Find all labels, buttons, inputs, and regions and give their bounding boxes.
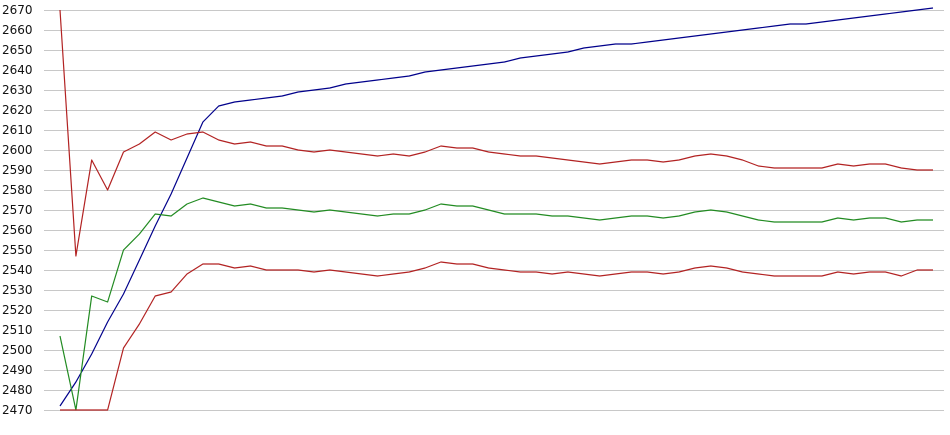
y-tick-label-12: 2590 <box>2 163 33 177</box>
grid-lines <box>44 10 944 411</box>
series-lines <box>59 7 934 411</box>
y-tick-label-8: 2550 <box>2 243 33 257</box>
y-tick-label-18: 2650 <box>2 43 33 57</box>
series-line-0 <box>59 7 934 407</box>
y-tick-label-16: 2630 <box>2 83 33 97</box>
y-tick-label-10: 2570 <box>2 203 33 217</box>
y-axis-tick-labels: 2470 2480 2490 2500 2510 2520 2530 2540 2550 2560… <box>2 3 33 417</box>
y-tick-label-11: 2580 <box>2 183 33 197</box>
y-tick-label-5: 2520 <box>2 303 33 317</box>
y-tick-label-17: 2640 <box>2 63 33 77</box>
y-tick-label-9: 2560 <box>2 223 33 237</box>
y-tick-label-13: 2600 <box>2 143 33 157</box>
y-tick-label-2: 2490 <box>2 363 33 377</box>
y-tick-label-14: 2610 <box>2 123 33 137</box>
y-tick-label-1: 2480 <box>2 383 33 397</box>
series-line-3 <box>60 261 933 411</box>
y-tick-label-6: 2530 <box>2 283 33 297</box>
series-line-2 <box>59 197 933 411</box>
y-tick-label-4: 2510 <box>2 323 33 337</box>
series-line-1 <box>59 9 933 257</box>
y-tick-label-7: 2540 <box>2 263 33 277</box>
y-tick-label-20: 2670 <box>2 3 33 17</box>
y-tick-label-15: 2620 <box>2 103 33 117</box>
y-tick-label-3: 2500 <box>2 343 33 357</box>
y-tick-label-0: 2470 <box>2 403 33 417</box>
y-tick-label-19: 2660 <box>2 23 33 37</box>
